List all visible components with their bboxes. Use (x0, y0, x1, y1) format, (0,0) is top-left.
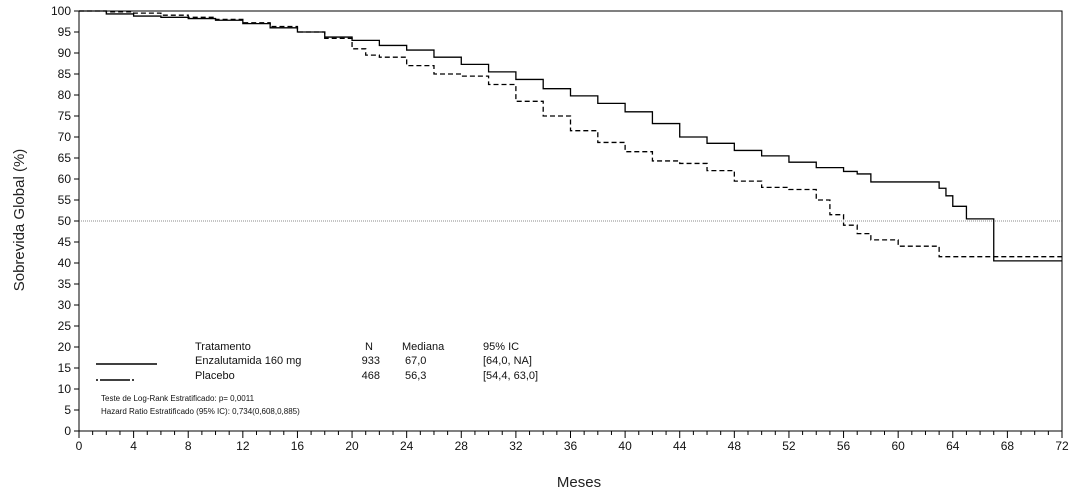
x-tick-label: 32 (509, 439, 523, 453)
legend-header-median: Mediana (402, 341, 445, 353)
legend-header-treatment: Tratamento (195, 341, 251, 353)
y-tick-label: 85 (58, 67, 72, 81)
legend-header-n: N (365, 341, 373, 353)
y-tick-label: 20 (58, 340, 72, 354)
legend-row-placebo-n: 468 (362, 370, 380, 382)
x-tick-label: 28 (455, 439, 469, 453)
y-tick-label: 90 (58, 46, 72, 60)
hazard-ratio-note: Hazard Ratio Estratificado (95% IC): 0,7… (101, 407, 300, 416)
legend-row-enzalutamida-ci: [64,0, NA] (483, 355, 532, 367)
legend-row-placebo-median: 56,3 (405, 370, 426, 382)
legend: Tratamento N Mediana 95% IC Enzalutamida… (96, 341, 538, 416)
x-tick-label: 64 (946, 439, 960, 453)
y-tick-label: 65 (58, 151, 72, 165)
x-tick-label: 36 (564, 439, 578, 453)
y-tick-label: 5 (64, 403, 71, 417)
x-tick-label: 72 (1055, 439, 1069, 453)
x-tick-label: 0 (76, 439, 83, 453)
y-tick-label: 75 (58, 109, 72, 123)
y-tick-label: 0 (64, 424, 71, 438)
y-tick-label: 95 (58, 25, 72, 39)
y-tick-label: 45 (58, 235, 72, 249)
x-tick-label: 20 (345, 439, 359, 453)
x-tick-label: 44 (673, 439, 687, 453)
y-tick-label: 15 (58, 361, 72, 375)
y-tick-label: 80 (58, 88, 72, 102)
y-tick-label: 10 (58, 382, 72, 396)
y-axis-title: Sobrevida Global (%) (11, 149, 28, 292)
legend-row-enzalutamida-n: 933 (362, 355, 380, 367)
y-tick-label: 40 (58, 256, 72, 270)
plot-frame (78, 10, 1063, 432)
legend-row-enzalutamida-treatment: Enzalutamida 160 mg (195, 355, 301, 367)
y-tick-label: 55 (58, 193, 72, 207)
x-tick-label: 4 (130, 439, 137, 453)
series-line-placebo (79, 10, 1062, 258)
y-tick-label: 50 (58, 214, 72, 228)
x-tick-label: 52 (782, 439, 796, 453)
y-tick-label: 35 (58, 277, 72, 291)
legend-row-enzalutamida-median: 67,0 (405, 355, 426, 367)
y-tick-label: 70 (58, 130, 72, 144)
log-rank-note: Teste de Log-Rank Estratificado: p= 0,00… (101, 394, 255, 403)
series-line-enzalutamida (79, 10, 1062, 262)
x-tick-label: 24 (400, 439, 414, 453)
x-tick-label: 48 (728, 439, 742, 453)
legend-header-ci: 95% IC (483, 341, 519, 353)
y-tick-label: 30 (58, 298, 72, 312)
x-tick-label: 68 (1001, 439, 1015, 453)
x-tick-label: 8 (185, 439, 192, 453)
x-tick-label: 56 (837, 439, 851, 453)
x-tick-label: 12 (236, 439, 250, 453)
y-tick-label: 60 (58, 172, 72, 186)
x-tick-label: 60 (891, 439, 905, 453)
y-tick-label: 100 (51, 4, 71, 18)
legend-row-placebo-treatment: Placebo (195, 370, 235, 382)
y-tick-label: 25 (58, 319, 72, 333)
x-axis-title: Meses (557, 474, 601, 490)
x-tick-label: 16 (291, 439, 305, 453)
x-tick-label: 40 (618, 439, 632, 453)
legend-row-placebo-ci: [54,4, 63,0] (483, 370, 538, 382)
